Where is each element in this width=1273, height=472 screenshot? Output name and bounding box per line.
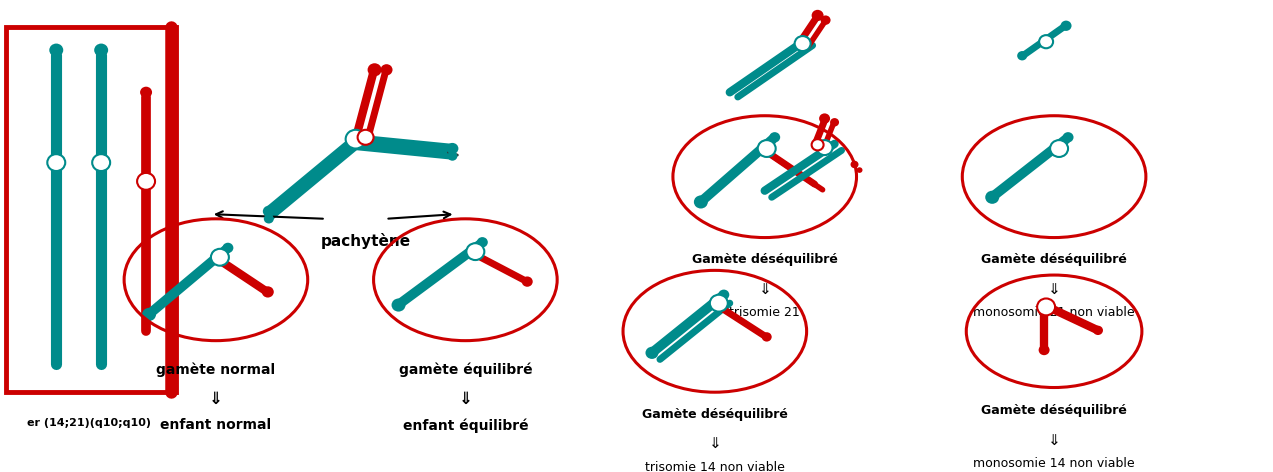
Text: trisomie 21: trisomie 21 — [729, 306, 801, 319]
Text: ⇓: ⇓ — [458, 390, 472, 408]
Circle shape — [47, 154, 65, 171]
Circle shape — [821, 16, 830, 25]
Circle shape — [368, 63, 382, 76]
Circle shape — [392, 298, 406, 312]
Circle shape — [447, 152, 457, 160]
Circle shape — [1039, 345, 1050, 355]
Circle shape — [850, 160, 858, 168]
Circle shape — [92, 154, 111, 171]
Circle shape — [718, 290, 729, 300]
Text: ⇓: ⇓ — [209, 390, 223, 408]
Circle shape — [262, 287, 274, 297]
Circle shape — [381, 64, 392, 76]
Circle shape — [358, 130, 373, 145]
Circle shape — [757, 140, 775, 157]
Circle shape — [816, 140, 833, 155]
Circle shape — [794, 36, 811, 51]
Circle shape — [447, 143, 458, 154]
Circle shape — [1094, 326, 1102, 335]
Circle shape — [812, 139, 824, 151]
Circle shape — [1039, 35, 1053, 48]
Circle shape — [262, 206, 275, 217]
Circle shape — [466, 243, 484, 260]
Text: Gamète déséquilibré: Gamète déséquilibré — [642, 408, 788, 421]
Text: ⇓: ⇓ — [709, 436, 722, 451]
Text: monosomie 21 non viable: monosomie 21 non viable — [974, 306, 1136, 319]
FancyBboxPatch shape — [6, 27, 176, 392]
Circle shape — [264, 214, 274, 224]
Circle shape — [223, 243, 233, 253]
Text: Gamète déséquilibré: Gamète déséquilibré — [691, 253, 838, 267]
Circle shape — [1017, 51, 1027, 60]
Text: gamète équilibré: gamète équilibré — [398, 362, 532, 377]
Text: Gamète déséquilibré: Gamète déséquilibré — [981, 405, 1127, 417]
Text: gamète normal: gamète normal — [157, 362, 275, 377]
Circle shape — [1037, 298, 1055, 315]
Circle shape — [710, 295, 728, 312]
Circle shape — [477, 237, 488, 247]
Circle shape — [137, 173, 155, 190]
Circle shape — [985, 191, 999, 204]
Circle shape — [1060, 21, 1072, 31]
Circle shape — [694, 195, 708, 209]
Circle shape — [94, 43, 108, 57]
Text: enfant normal: enfant normal — [160, 419, 271, 432]
Text: ⇓: ⇓ — [1048, 432, 1060, 447]
Circle shape — [522, 277, 532, 287]
Circle shape — [857, 167, 863, 173]
Circle shape — [50, 43, 64, 57]
Circle shape — [812, 10, 824, 21]
Text: pachytène: pachytène — [321, 233, 411, 249]
Circle shape — [143, 308, 157, 321]
Circle shape — [140, 87, 151, 98]
Circle shape — [645, 347, 658, 359]
Circle shape — [761, 332, 771, 342]
Circle shape — [819, 113, 830, 124]
Text: monosomie 14 non viable: monosomie 14 non viable — [974, 457, 1136, 470]
Circle shape — [1050, 140, 1068, 157]
Text: trisomie 14 non viable: trisomie 14 non viable — [645, 461, 784, 472]
Circle shape — [830, 118, 839, 126]
Text: ⇓: ⇓ — [1048, 282, 1060, 296]
Circle shape — [769, 132, 780, 143]
Text: Gamète déséquilibré: Gamète déséquilibré — [981, 253, 1127, 267]
Text: er (14;21)(q10;q10): er (14;21)(q10;q10) — [27, 418, 151, 428]
Text: enfant équilibré: enfant équilibré — [402, 419, 528, 433]
Circle shape — [211, 249, 229, 266]
Circle shape — [346, 130, 365, 149]
Circle shape — [1063, 132, 1073, 143]
Text: ⇓: ⇓ — [759, 282, 771, 296]
